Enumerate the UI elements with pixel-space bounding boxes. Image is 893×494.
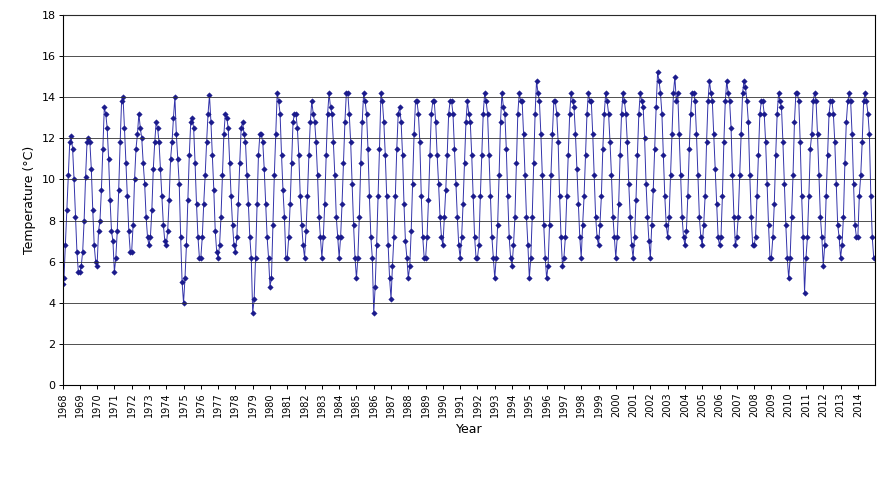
Y-axis label: Temperature (°C): Temperature (°C)	[23, 146, 36, 254]
X-axis label: Year: Year	[455, 422, 482, 436]
